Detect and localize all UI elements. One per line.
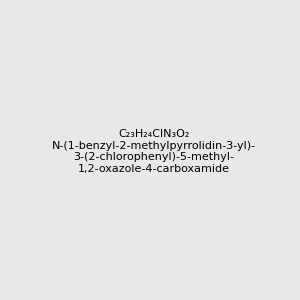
Text: C₂₃H₂₄ClN₃O₂
N-(1-benzyl-2-methylpyrrolidin-3-yl)-
3-(2-chlorophenyl)-5-methyl-
: C₂₃H₂₄ClN₃O₂ N-(1-benzyl-2-methylpyrroli… — [52, 129, 256, 174]
